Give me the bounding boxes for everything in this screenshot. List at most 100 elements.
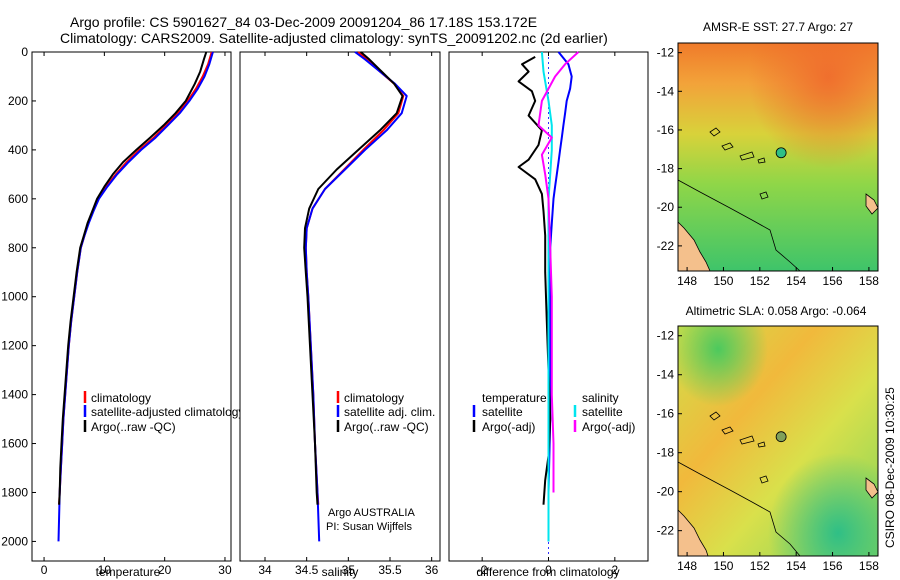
sst-map-frame [677, 42, 879, 272]
y-tick-label: 1000 [1, 290, 28, 304]
map-x-tick-label: 152 [750, 274, 770, 288]
map-y-tick-label: -14 [657, 84, 675, 98]
y-tick-label: 800 [8, 241, 28, 255]
temperature-axes [31, 51, 232, 562]
map-x-tick-label: 154 [786, 559, 806, 573]
x-tick-label: -2 [477, 563, 488, 577]
legend-label-sal-satellite: satellite [582, 405, 623, 419]
legend-label-climatology: climatology [91, 391, 151, 405]
x-tick-label: 35 [342, 563, 356, 577]
map-y-tick-label: -22 [657, 524, 675, 538]
sla-map-coast-contour [677, 461, 801, 557]
map-x-tick-label: 150 [713, 274, 733, 288]
sst-map-island-right [865, 193, 879, 215]
map-x-tick-label: 156 [823, 274, 843, 288]
sla-map-reef-islands [709, 411, 769, 484]
y-tick-label: 1800 [1, 485, 28, 499]
figure-title-line1: Argo profile: CS 5901627_84 03-Dec-2009 … [70, 14, 537, 30]
y-tick-label: 0 [21, 45, 28, 59]
temperature-y-ticks: 0 200 400 600 800 1000 1200 1400 1600 1800 2000 [1, 45, 36, 548]
legend-label-climatology: climatology [344, 391, 404, 405]
x-tick-label: 0 [545, 563, 552, 577]
legend-label-argo: Argo(..raw -QC) [91, 420, 176, 434]
sst-map-coast-contour [677, 179, 801, 272]
map-y-tick-label: -12 [657, 46, 675, 60]
sst-map-y-ticks: -12 -14 -16 -18 -20 -22 [657, 46, 682, 253]
temperature-legend: climatology satellite-adjusted climatolo… [83, 391, 244, 434]
difference-legend: temperature salinity satellite Argo(-adj… [472, 391, 635, 434]
temperature-x-ticks: 0 10 20 30 [41, 52, 232, 577]
temperature-series [57, 51, 214, 542]
salinity-series [303, 51, 408, 542]
sst-map-x-ticks: 148 150 152 154 156 158 [677, 267, 879, 288]
sst-map-panel: AMSR-E SST: 27.7 Argo: 27 148 150 152 154 15… [657, 20, 880, 288]
sst-map-argo-location-marker [775, 147, 787, 159]
legend-label-satellite: satellite-adjusted climatology [91, 405, 244, 419]
legend-label-temp-argo: Argo(-adj) [482, 420, 535, 434]
temperature-panel: 0 10 20 30 0 200 400 600 800 1000 1200 1400 1600 180… [1, 45, 244, 579]
difference-panel: -2 0 2 difference from climatology tempera… [448, 51, 649, 579]
sla-map-title: Altimetric SLA: 0.058 Argo: -0.064 [686, 304, 867, 318]
sla-map-x-ticks: 148 150 152 154 156 158 [677, 552, 879, 573]
map-y-tick-label: -22 [657, 239, 675, 253]
sla-map-panel: Altimetric SLA: 0.058 Argo: -0.064 148 15… [657, 304, 880, 573]
map-y-tick-label: -12 [657, 329, 675, 343]
annotation-pi: PI: Susan Wijffels [326, 521, 412, 533]
difference-x-ticks: -2 0 2 [477, 52, 618, 577]
x-tick-label: 20 [158, 563, 172, 577]
map-y-tick-label: -16 [657, 123, 675, 137]
legend-header-temperature: temperature [482, 391, 547, 405]
salinity-xlabel: salinity [322, 565, 359, 579]
map-x-tick-label: 150 [713, 559, 733, 573]
legend-label-argo: Argo(..raw -QC) [344, 420, 429, 434]
series-line-temperature-satellite [547, 51, 573, 542]
map-y-tick-label: -18 [657, 162, 675, 176]
legend-label-temp-satellite: satellite [482, 405, 523, 419]
map-x-tick-label: 154 [786, 274, 806, 288]
map-x-tick-label: 152 [750, 559, 770, 573]
y-tick-label: 1600 [1, 437, 28, 451]
y-tick-label: 200 [8, 94, 28, 108]
map-x-tick-label: 158 [859, 559, 879, 573]
salinity-legend: climatology satellite adj. clim. Argo(..… [336, 391, 435, 434]
sla-map-argo-location-marker [775, 431, 787, 443]
map-x-tick-label: 156 [823, 559, 843, 573]
salinity-x-ticks: 34 34.5 35 35.5 36 [258, 52, 439, 577]
legend-label-sal-argo: Argo(-adj) [582, 420, 635, 434]
sst-map-title: AMSR-E SST: 27.7 Argo: 27 [703, 20, 853, 34]
legend-header-salinity: salinity [582, 391, 619, 405]
x-tick-label: 34.5 [295, 563, 319, 577]
x-tick-label: 35.5 [378, 563, 402, 577]
y-tick-label: 1200 [1, 339, 28, 353]
series-line-argo-raw-qc [58, 51, 208, 505]
y-tick-label: 400 [8, 143, 28, 157]
sla-map-frame [677, 325, 879, 557]
map-y-tick-label: -20 [657, 485, 675, 499]
x-tick-label: 36 [425, 563, 439, 577]
side-timestamp-label: CSIRO 08-Dec-2009 10:30:25 [883, 387, 897, 548]
x-tick-label: 2 [611, 563, 618, 577]
sla-map-island-right [865, 477, 879, 499]
map-y-tick-label: -18 [657, 446, 675, 460]
difference-series [517, 51, 580, 542]
map-y-tick-label: -14 [657, 368, 675, 382]
x-tick-label: 30 [218, 563, 232, 577]
map-x-tick-label: 148 [677, 559, 697, 573]
series-line-salinity-argo-adj [537, 51, 580, 493]
x-tick-label: 10 [98, 563, 112, 577]
map-y-tick-label: -20 [657, 200, 675, 214]
legend-label-satellite: satellite adj. clim. [344, 405, 435, 419]
annotation-argo-australia: Argo AUSTRALIA [328, 507, 415, 519]
map-y-tick-label: -16 [657, 407, 675, 421]
difference-xlabel: difference from climatology [476, 565, 619, 579]
figure-title-line2: Climatology: CARS2009. Satellite-adjuste… [60, 30, 608, 46]
x-tick-label: 34 [258, 563, 272, 577]
y-tick-label: 2000 [1, 534, 28, 548]
sst-map-reef-islands [709, 127, 769, 200]
map-x-tick-label: 148 [677, 274, 697, 288]
series-line-argo-raw-qc [303, 51, 404, 505]
y-tick-label: 1400 [1, 388, 28, 402]
map-x-tick-label: 158 [859, 274, 879, 288]
salinity-axes [239, 51, 441, 562]
